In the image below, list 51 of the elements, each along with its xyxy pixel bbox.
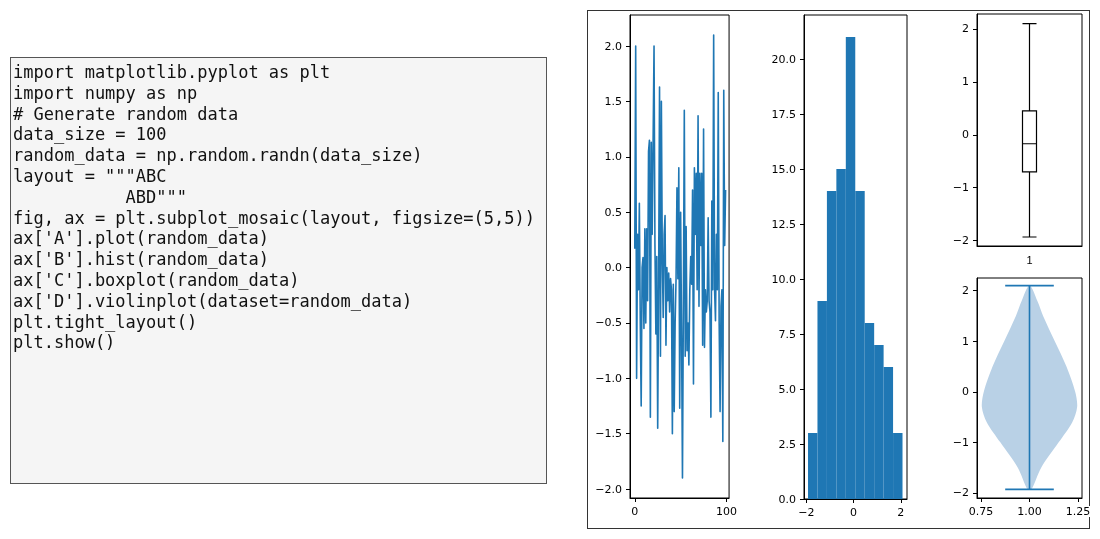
text: plt.tight_layout(): [13, 311, 199, 333]
y-tick-label: 2: [962, 22, 969, 36]
x-tick-label: 0: [850, 506, 858, 519]
y-tick-label: 2.0: [604, 39, 622, 53]
y-tick-label: 1.5: [604, 94, 622, 108]
y-tick-label: 5.0: [778, 382, 796, 396]
y-tick-label: 1: [962, 75, 969, 89]
x-tick-label: 0.75: [968, 505, 994, 518]
text: fig, ax = plt.subplot_mosaic(layout, figsize=(5,5)): [13, 207, 536, 229]
x-tick-label: 2: [897, 506, 905, 519]
text: ax['D'].violinplot(dataset=random_data): [13, 290, 414, 312]
x-tick-label: 1.25: [1065, 505, 1091, 518]
y-tick-label: 2.5: [778, 437, 796, 451]
y-tick-label: −2: [952, 486, 969, 500]
text: import numpy as np: [13, 82, 199, 104]
y-tick-label: 15.0: [771, 162, 796, 176]
y-tick-label: 0.5: [604, 205, 622, 219]
y-tick-label: 10.0: [771, 272, 796, 286]
text: data_size = 100: [13, 124, 168, 146]
x-tick-label: 1.00: [1017, 505, 1042, 518]
y-tick-label: −1: [952, 181, 969, 195]
y-tick-label: 17.5: [771, 107, 796, 121]
y-tick-label: 0.0: [778, 492, 796, 506]
text: ABD""": [124, 186, 188, 208]
y-tick-label: 1: [962, 334, 969, 348]
y-tick-label: 20.0: [771, 52, 796, 66]
x-tick-label: 0: [631, 505, 639, 518]
text: layout = """ABC: [13, 165, 168, 187]
y-tick-label: 12.5: [771, 217, 796, 231]
x-tick-label: 100: [716, 505, 737, 518]
text: ax['B'].hist(random_data): [13, 249, 270, 270]
text: ax['C'].boxplot(random_data): [13, 269, 301, 291]
y-tick-label: −2: [952, 234, 969, 248]
y-tick-label: −2.0: [595, 482, 622, 496]
line-series: [633, 34, 727, 479]
y-tick-label: −1.0: [595, 371, 622, 385]
text: ax['A'].plot(random_data): [13, 228, 270, 250]
y-tick-label: −1.5: [595, 427, 622, 441]
y-tick-label: −1: [952, 435, 969, 449]
y-tick-label: 7.5: [778, 327, 796, 341]
y-tick-label: 1.0: [604, 150, 622, 164]
text: # Generate random data: [13, 103, 240, 125]
y-tick-label: −0.5: [595, 316, 622, 330]
y-tick-label: 0: [962, 385, 969, 399]
text: plt.show(): [13, 332, 117, 354]
y-tick-label: 2: [962, 284, 969, 298]
text: import matplotlib.pyplot as plt: [13, 62, 332, 83]
text: random_data = np.random.randn(data_size): [13, 145, 424, 166]
y-tick-label: 0: [962, 128, 969, 142]
x-tick-label: −2: [798, 506, 815, 519]
y-tick-label: 0.0: [604, 261, 622, 275]
